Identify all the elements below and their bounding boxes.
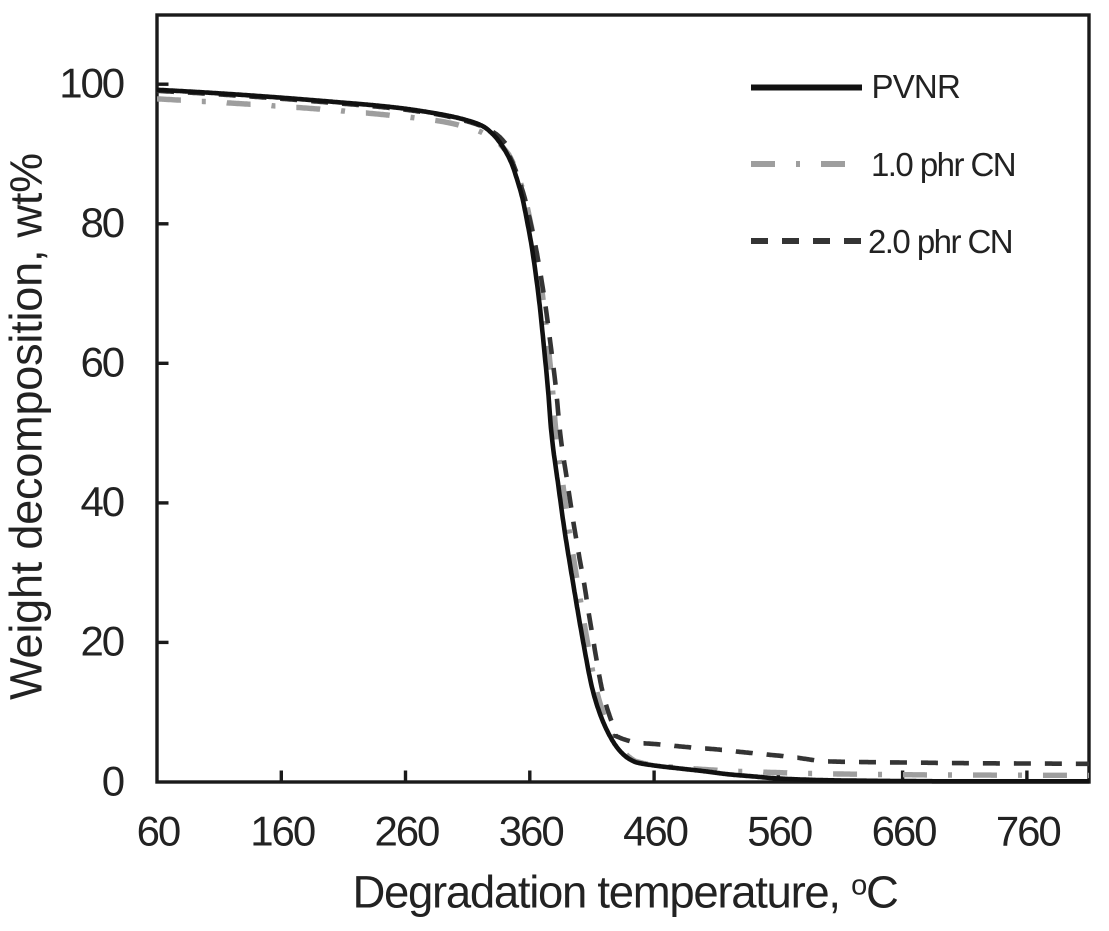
svg-text:Degradation temperature, oC: Degradation temperature, oC <box>352 867 897 918</box>
svg-text:660: 660 <box>872 808 937 855</box>
svg-text:20: 20 <box>80 618 123 665</box>
svg-text:160: 160 <box>250 808 315 855</box>
svg-text:260: 260 <box>375 808 440 855</box>
svg-text:100: 100 <box>59 60 124 107</box>
svg-text:Weight decomposition, wt%: Weight decomposition, wt% <box>1 153 52 700</box>
svg-text:40: 40 <box>80 478 123 525</box>
svg-text:560: 560 <box>747 808 812 855</box>
svg-text:2.0 phr CN: 2.0 phr CN <box>868 223 1012 260</box>
svg-text:0: 0 <box>102 757 124 804</box>
svg-text:60: 60 <box>80 339 123 386</box>
svg-text:PVNR: PVNR <box>872 68 961 105</box>
svg-text:60: 60 <box>137 808 180 855</box>
svg-text:360: 360 <box>499 808 564 855</box>
svg-text:1.0 phr CN: 1.0 phr CN <box>871 146 1015 183</box>
svg-text:460: 460 <box>623 808 688 855</box>
svg-text:760: 760 <box>996 808 1061 855</box>
svg-text:80: 80 <box>80 199 123 246</box>
